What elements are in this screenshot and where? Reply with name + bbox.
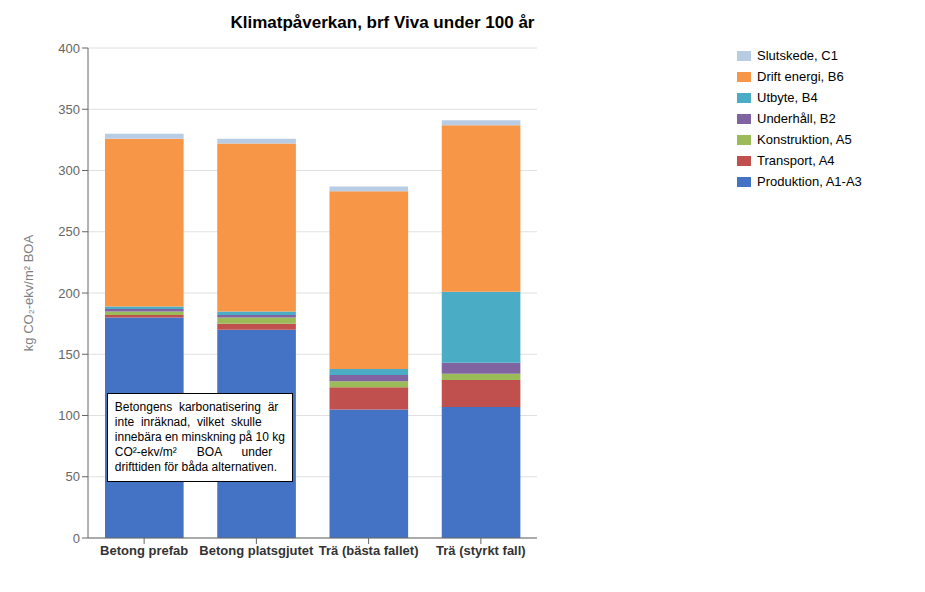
html-text:Betongens karbonatisering är i: Betongens karbonatisering är inte inräkn… [114, 400, 285, 475]
svg-text:Betong prefab: Betong prefab [100, 543, 188, 558]
svg-text:Trä (bästa fallet): Trä (bästa fallet) [319, 543, 419, 558]
svg-text:400: 400 [58, 41, 80, 56]
html-text:Slutskede, C1: Slutskede, C1 [757, 48, 838, 63]
svg-text:100: 100 [58, 408, 80, 423]
svg-text:350: 350 [58, 102, 80, 117]
html-text:Underhåll, B2: Underhåll, B2 [757, 111, 836, 126]
html-text:Klimatpåverkan, brf Viva under: Klimatpåverkan, brf Viva under 100 år [230, 13, 535, 32]
html-text:Utbyte, B4: Utbyte, B4 [757, 90, 818, 105]
svg-text:Betong platsgjutet: Betong platsgjutet [199, 543, 314, 558]
html-text:Produktion, A1-A3: Produktion, A1-A3 [757, 174, 862, 189]
svg-text:300: 300 [58, 163, 80, 178]
svg-text:50: 50 [66, 469, 80, 484]
svg-text:Trä (styrkt fall): Trä (styrkt fall) [436, 543, 526, 558]
svg-text:kg CO₂-ekv/m² BOA: kg CO₂-ekv/m² BOA [21, 235, 36, 352]
html-text:Konstruktion, A5: Konstruktion, A5 [757, 132, 852, 147]
svg-text:200: 200 [58, 286, 80, 301]
svg-text:0: 0 [73, 531, 80, 546]
html-text:Drift energi, B6: Drift energi, B6 [757, 69, 844, 84]
svg-text:150: 150 [58, 347, 80, 362]
html-text:Transport, A4: Transport, A4 [757, 153, 835, 168]
svg-text:250: 250 [58, 224, 80, 239]
